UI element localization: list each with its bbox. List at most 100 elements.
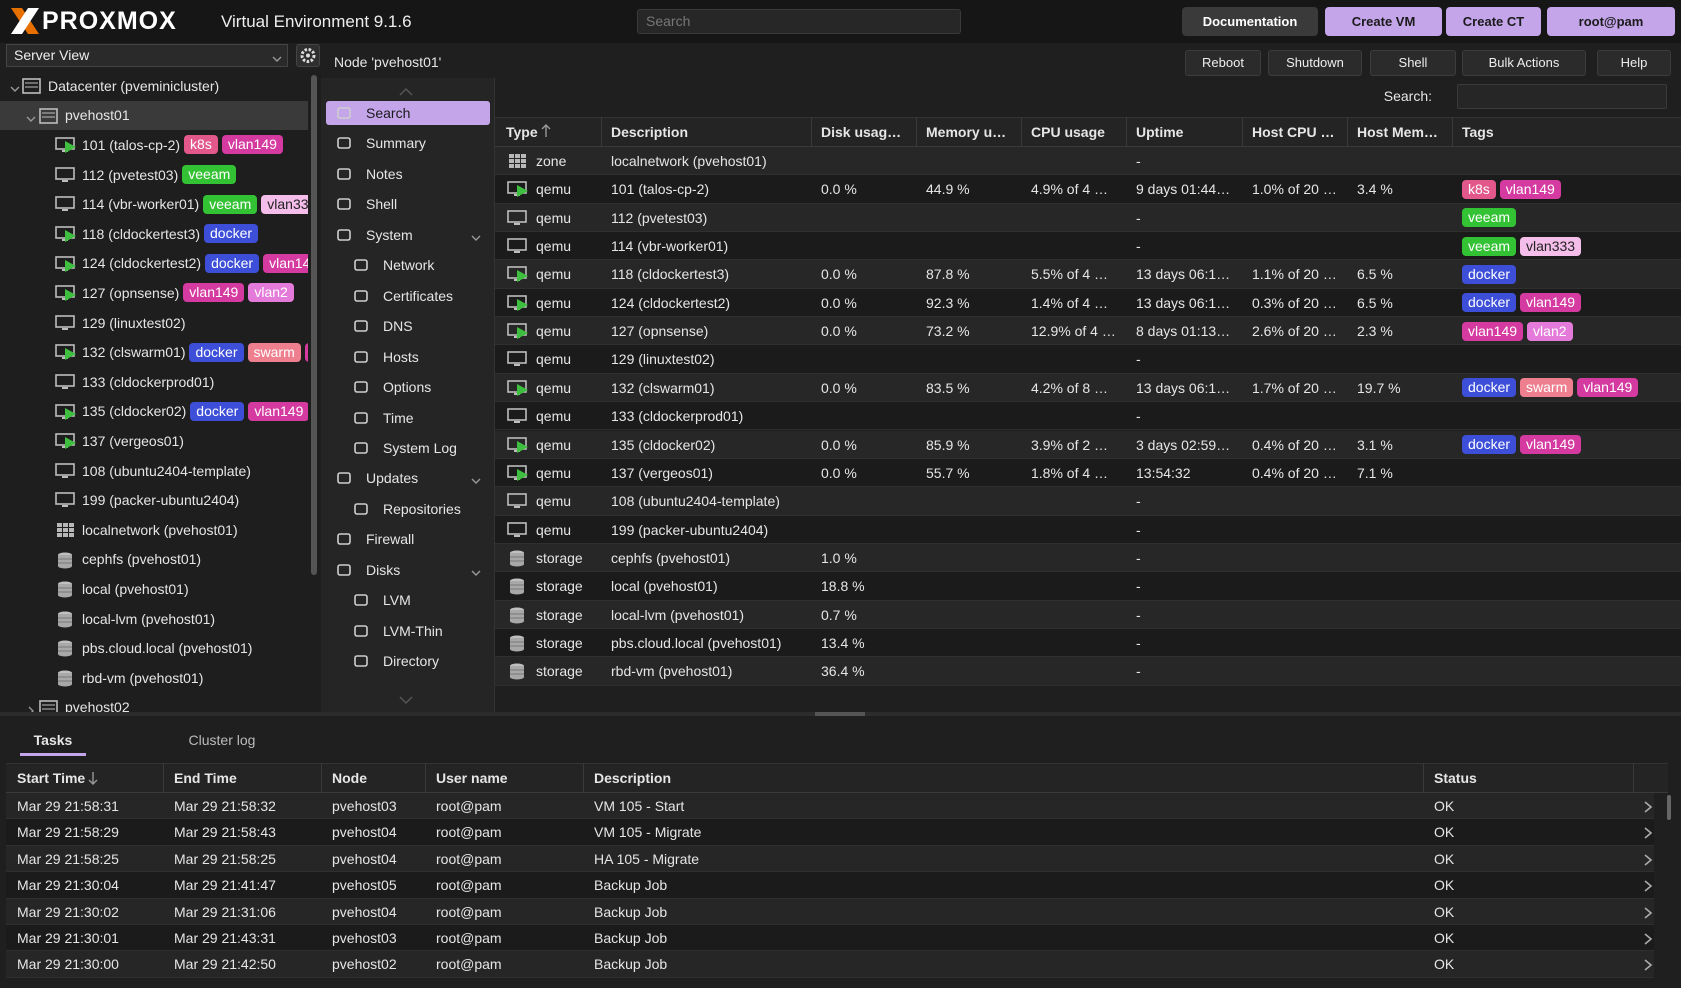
tree-row[interactable]: pbs.cloud.local (pvehost01): [0, 633, 308, 663]
header-button[interactable]: root@pam: [1547, 7, 1675, 36]
task-column-header[interactable]: Description: [594, 770, 672, 786]
icon-rect: [514, 421, 520, 424]
tree-row[interactable]: localnetwork (pvehost01): [0, 515, 308, 545]
grid-cell: 12.9% of 4 …: [1031, 323, 1116, 340]
menu-item[interactable]: Directory: [326, 649, 490, 673]
grid-row[interactable]: [495, 345, 1681, 374]
node-button[interactable]: Reboot: [1185, 50, 1261, 76]
menu-icon: [336, 105, 352, 121]
tree-row[interactable]: rbd-vm (pvehost01): [0, 663, 308, 693]
column-header[interactable]: Host Mem…: [1357, 124, 1438, 140]
menu-item[interactable]: Search: [326, 101, 490, 125]
tree-row[interactable]: 129 (linuxtest02): [0, 308, 308, 338]
icon-path: [10, 86, 20, 92]
icon-svg: [399, 87, 413, 96]
tree-row[interactable]: Datacenter (pveminicluster): [0, 71, 308, 101]
grid-row[interactable]: [495, 543, 1681, 573]
tree-row[interactable]: 135 (cldocker02) docker vlan149: [0, 397, 308, 427]
task-row[interactable]: [6, 951, 1654, 978]
column-header[interactable]: Type: [506, 124, 538, 140]
menu-item[interactable]: Notes: [326, 162, 490, 186]
grid-row[interactable]: [495, 600, 1681, 629]
task-row[interactable]: [6, 898, 1654, 925]
panel-tab[interactable]: Tasks: [20, 724, 86, 756]
task-row[interactable]: [6, 819, 1654, 846]
menu-item[interactable]: Time: [326, 406, 490, 430]
tree-row[interactable]: 112 (pvetest03) veeam: [0, 160, 308, 190]
menu-item[interactable]: DNS: [326, 314, 490, 338]
menu-item[interactable]: System Log: [326, 436, 490, 460]
task-column-header[interactable]: Start Time: [17, 770, 86, 786]
tree-row[interactable]: pvehost02: [0, 693, 308, 712]
menu-item[interactable]: Certificates: [326, 284, 490, 308]
grid-row[interactable]: [495, 402, 1681, 431]
grid-row[interactable]: [495, 515, 1681, 544]
grid-row[interactable]: [495, 572, 1681, 601]
grid-row[interactable]: [495, 657, 1681, 686]
grid-search-input[interactable]: [1457, 84, 1667, 109]
column-header[interactable]: Memory u…: [926, 124, 1007, 140]
grid-cell: qemu: [536, 238, 572, 255]
tree-row[interactable]: local-lvm (pvehost01): [0, 604, 308, 634]
view-selector[interactable]: Server View: [6, 44, 288, 67]
icon-rect: [337, 563, 351, 576]
node-button[interactable]: Bulk Actions: [1462, 50, 1586, 76]
icon-rect: [354, 381, 368, 393]
task-cell: HA 105 - Migrate: [594, 850, 700, 867]
menu-item[interactable]: Summary: [326, 131, 490, 155]
tree-row[interactable]: cephfs (pvehost01): [0, 545, 308, 575]
menu-item[interactable]: Firewall: [326, 527, 490, 551]
tree-row[interactable]: 101 (talos-cp-2) k8s vlan149: [0, 130, 308, 160]
task-column-header[interactable]: Node: [332, 770, 367, 786]
task-row[interactable]: [6, 845, 1654, 873]
tree-row[interactable]: 133 (cldockerprod01): [0, 367, 308, 397]
panel-tab[interactable]: Cluster log: [188, 732, 256, 748]
tree-row[interactable]: 118 (cldockertest3) docker: [0, 219, 308, 249]
tree-icon: [55, 521, 77, 539]
menu-item[interactable]: Updates: [326, 466, 490, 490]
column-header[interactable]: Description: [611, 124, 689, 140]
menu-item[interactable]: Disks: [326, 558, 490, 582]
tree-row[interactable]: 108 (ubuntu2404-template): [0, 456, 308, 486]
menu-item[interactable]: Network: [326, 253, 490, 277]
header-button[interactable]: Documentation: [1182, 7, 1318, 36]
task-column-header[interactable]: End Time: [174, 770, 237, 786]
node-button[interactable]: Shell: [1370, 50, 1456, 76]
menu-item[interactable]: Repositories: [326, 497, 490, 521]
menu-item[interactable]: Shell: [326, 192, 490, 216]
grid-row[interactable]: [495, 628, 1681, 658]
grid-row[interactable]: [495, 147, 1681, 176]
menu-item[interactable]: LVM-Thin: [326, 619, 490, 643]
task-row[interactable]: [6, 925, 1654, 952]
task-column-header[interactable]: Status: [1434, 770, 1477, 786]
column-header[interactable]: Tags: [1462, 124, 1494, 140]
column-header[interactable]: Host CPU …: [1252, 124, 1335, 140]
tree-row[interactable]: pvehost01: [0, 100, 308, 131]
task-column-header[interactable]: User name: [436, 770, 508, 786]
grid-row[interactable]: [495, 458, 1681, 488]
header-button[interactable]: Create VM: [1325, 7, 1442, 36]
menu-item[interactable]: System: [326, 223, 490, 247]
node-button[interactable]: Help: [1597, 50, 1671, 76]
tree-row[interactable]: local (pvehost01): [0, 574, 308, 604]
tree-row[interactable]: 137 (vergeos01): [0, 426, 308, 456]
column-header[interactable]: Uptime: [1136, 124, 1184, 140]
tree-row[interactable]: 127 (opnsense) vlan149 vlan2: [0, 278, 308, 308]
column-header[interactable]: CPU usage: [1031, 124, 1105, 140]
header-button[interactable]: Create CT: [1446, 7, 1541, 36]
search-box[interactable]: Search: [637, 9, 961, 34]
task-row[interactable]: [6, 872, 1654, 899]
tree-row[interactable]: 199 (packer-ubuntu2404): [0, 485, 308, 515]
column-header[interactable]: Disk usag…: [821, 124, 902, 140]
menu-item[interactable]: LVM: [326, 588, 490, 612]
menu-item[interactable]: Hosts: [326, 345, 490, 369]
grid-row[interactable]: [495, 487, 1681, 516]
node-button[interactable]: Shutdown: [1268, 50, 1362, 76]
tree-label: 133 (cldockerprod01): [82, 373, 215, 390]
tag: swarm: [1520, 378, 1574, 398]
menu-item[interactable]: Options: [326, 375, 490, 399]
task-row[interactable]: [6, 793, 1654, 820]
